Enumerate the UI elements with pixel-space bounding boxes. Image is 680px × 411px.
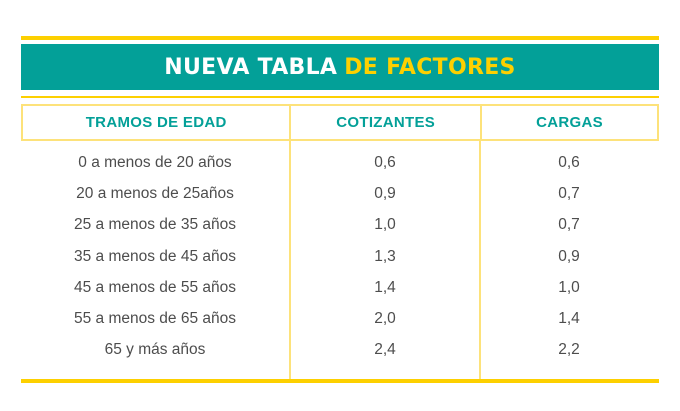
cotizantes-cell: 2,4 xyxy=(374,341,396,359)
header-cargas: CARGAS xyxy=(536,114,603,131)
cotizantes-cell: 1,3 xyxy=(374,247,396,265)
cotizantes-cell: 2,0 xyxy=(374,310,396,328)
cargas-cell: 0,6 xyxy=(558,153,580,171)
age-range-cell: 65 y más años xyxy=(104,341,206,359)
cargas-cell: 0,9 xyxy=(558,247,580,265)
age-range-cell: 0 a menos de 20 años xyxy=(78,153,232,171)
cargas-cell: 1,0 xyxy=(558,278,580,296)
thin-divider xyxy=(21,96,659,98)
title-yellow: DE FACTORES xyxy=(344,54,516,80)
cargas-cell: 2,2 xyxy=(558,341,580,359)
age-range-cell: 45 a menos de 55 años xyxy=(73,278,236,296)
cotizantes-cell: 1,0 xyxy=(374,216,396,234)
cotizantes-cell: 0,6 xyxy=(374,153,396,171)
bottom-divider xyxy=(21,379,659,383)
table-header-row: TRAMOS DE EDAD COTIZANTES CARGAS xyxy=(21,104,659,141)
cotizantes-cell: 0,9 xyxy=(374,184,396,202)
header-cotizantes: COTIZANTES xyxy=(291,106,483,139)
column-tramos: 0 a menos de 20 años 20 a menos de 25años… xyxy=(21,141,291,379)
cotizantes-cell: 1,4 xyxy=(374,278,396,296)
title-banner: NUEVA TABLA DE FACTORES xyxy=(21,44,659,90)
column-cotizantes: 0,6 0,9 1,0 1,3 1,4 2,0 2,4 xyxy=(291,141,481,379)
age-range-cell: 25 a menos de 35 años xyxy=(73,216,236,234)
column-cargas: 0,6 0,7 0,7 0,9 1,0 1,4 2,2 xyxy=(481,141,657,379)
title-white: NUEVA TABLA xyxy=(164,54,338,80)
table-body: 0 a menos de 20 años 20 a menos de 25años… xyxy=(21,141,659,379)
top-divider xyxy=(21,36,659,40)
age-range-cell: 35 a menos de 45 años xyxy=(73,247,236,265)
cargas-cell: 0,7 xyxy=(558,216,580,234)
factors-table: TRAMOS DE EDAD COTIZANTES CARGAS 0 a men… xyxy=(21,104,659,379)
header-tramos: TRAMOS DE EDAD xyxy=(23,106,292,139)
age-range-cell: 20 a menos de 25años xyxy=(76,184,234,202)
cargas-cell: 1,4 xyxy=(558,310,580,328)
cargas-cell: 0,7 xyxy=(558,184,580,202)
age-range-cell: 55 a menos de 65 años xyxy=(73,310,236,328)
